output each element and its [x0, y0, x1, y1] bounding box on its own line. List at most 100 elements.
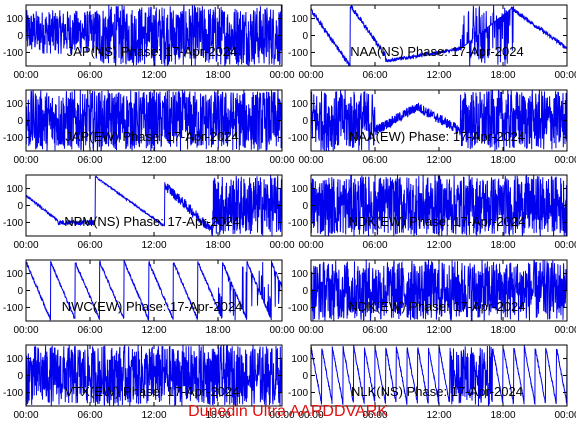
y-tick-label: -100 [288, 388, 308, 399]
phase-panel: 100 0 -100 00:00 06:00 12:00 18:00 00:00 JAP(EW)… [3, 89, 295, 166]
x-tick-label: 00:00 [269, 325, 294, 336]
phase-series-line [311, 175, 567, 236]
panel-title: VTX(EW) Phase: 17-Apr-2024 [65, 384, 240, 399]
y-tick-label: 100 [6, 14, 23, 25]
x-tick-label: 12:00 [141, 325, 166, 336]
y-tick-label: -100 [3, 133, 23, 144]
x-tick-label: 00:00 [13, 155, 38, 166]
x-tick-label: 12:00 [141, 240, 166, 251]
x-tick-label: 06:00 [77, 325, 102, 336]
x-tick-label: 00:00 [13, 325, 38, 336]
phase-series-line [311, 90, 567, 151]
x-tick-label: 06:00 [77, 410, 102, 421]
x-tick-label: 18:00 [490, 155, 515, 166]
y-tick-label: -100 [3, 388, 23, 399]
y-tick-label: 100 [6, 99, 23, 110]
x-tick-label: 18:00 [490, 410, 515, 421]
x-tick-label: 00:00 [269, 155, 294, 166]
x-tick-label: 00:00 [269, 70, 294, 81]
x-tick-label: 06:00 [362, 240, 387, 251]
panel-title: JAP(NS) Phase: 17-Apr-2024 [67, 44, 238, 59]
x-tick-label: 00:00 [298, 240, 323, 251]
y-tick-label: 100 [6, 354, 23, 365]
x-tick-label: 00:00 [298, 70, 323, 81]
x-tick-label: 06:00 [362, 70, 387, 81]
y-tick-label: 0 [17, 201, 23, 212]
panel-title: NAA(EW) Phase: 17-Apr-2024 [349, 129, 525, 144]
x-tick-label: 06:00 [77, 240, 102, 251]
x-tick-label: 12:00 [426, 410, 451, 421]
y-tick-label: 0 [302, 31, 308, 42]
x-tick-label: 18:00 [205, 70, 230, 81]
x-tick-label: 00:00 [554, 240, 576, 251]
phase-panel: 100 0 -100 00:00 06:00 12:00 18:00 00:00 NWC(EW)… [3, 259, 295, 336]
y-tick-label: 0 [17, 116, 23, 127]
panel-title: NPM(NS) Phase: 17-Apr-2024 [64, 214, 240, 229]
y-tick-label: -100 [288, 218, 308, 229]
panel-title: JAP(EW) Phase: 17-Apr-2024 [65, 129, 238, 144]
x-tick-label: 18:00 [205, 410, 230, 421]
x-tick-label: 06:00 [362, 155, 387, 166]
y-tick-label: 0 [17, 371, 23, 382]
y-tick-label: 0 [302, 286, 308, 297]
x-tick-label: 18:00 [205, 240, 230, 251]
phase-series-line [311, 5, 567, 66]
x-tick-label: 00:00 [13, 240, 38, 251]
phase-series-line [26, 345, 282, 406]
y-tick-label: 100 [6, 184, 23, 195]
phase-series-line [26, 260, 282, 321]
phase-panel: 100 0 -100 00:00 06:00 12:00 18:00 00:00 VTX(EW)… [3, 344, 295, 421]
y-tick-label: -100 [288, 133, 308, 144]
y-tick-label: 100 [291, 14, 308, 25]
x-tick-label: 00:00 [269, 410, 294, 421]
x-tick-label: 00:00 [298, 410, 323, 421]
x-tick-label: 00:00 [554, 410, 576, 421]
panel-title: NAA(NS) Phase: 17-Apr-2024 [350, 44, 523, 59]
y-tick-label: 0 [17, 286, 23, 297]
x-tick-label: 12:00 [426, 325, 451, 336]
x-tick-label: 00:00 [554, 70, 576, 81]
y-tick-label: -100 [288, 48, 308, 59]
panel-title: NWC(EW) Phase: 17-Apr-2024 [62, 299, 243, 314]
x-tick-label: 06:00 [362, 325, 387, 336]
x-tick-label: 18:00 [490, 325, 515, 336]
x-tick-label: 00:00 [298, 325, 323, 336]
x-tick-label: 12:00 [141, 155, 166, 166]
panel-title: NLK(NS) Phase: 17-Apr-2024 [351, 384, 523, 399]
phase-panel: 100 0 -100 00:00 06:00 12:00 18:00 00:00 NPM(NS)… [3, 174, 295, 251]
x-tick-label: 06:00 [77, 70, 102, 81]
x-tick-label: 00:00 [554, 155, 576, 166]
y-tick-label: -100 [3, 303, 23, 314]
x-tick-label: 12:00 [426, 240, 451, 251]
x-tick-label: 12:00 [141, 70, 166, 81]
x-tick-label: 18:00 [490, 240, 515, 251]
x-tick-label: 18:00 [205, 325, 230, 336]
x-tick-label: 18:00 [490, 70, 515, 81]
phase-panel: 100 0 -100 00:00 06:00 12:00 18:00 00:00 NAA(NS)… [288, 4, 576, 81]
x-tick-label: 12:00 [141, 410, 166, 421]
x-tick-label: 00:00 [13, 70, 38, 81]
x-tick-label: 18:00 [205, 155, 230, 166]
x-tick-label: 12:00 [426, 70, 451, 81]
phase-panel: 100 0 -100 00:00 06:00 12:00 18:00 00:00 NDK(EW)… [288, 259, 576, 336]
panel-title: NDK(EW) Phase: 17-Apr-2024 [348, 299, 525, 314]
phase-series-line [26, 175, 282, 236]
phase-panel: 100 0 -100 00:00 06:00 12:00 18:00 00:00 NLK(NS)… [288, 344, 576, 421]
y-tick-label: 0 [302, 201, 308, 212]
footer-label: Dunedin Ultra AARDDVARK [188, 403, 388, 420]
x-tick-label: 12:00 [426, 155, 451, 166]
x-tick-label: 06:00 [362, 410, 387, 421]
y-tick-label: 100 [291, 184, 308, 195]
y-tick-label: 100 [291, 99, 308, 110]
y-tick-label: -100 [288, 303, 308, 314]
y-tick-label: 0 [302, 116, 308, 127]
phase-panel: 100 0 -100 00:00 06:00 12:00 18:00 00:00 JAP(NS)… [3, 4, 295, 81]
panel-title: NDK(EW) Phase: 17-Apr-2024 [348, 214, 525, 229]
y-tick-label: -100 [3, 218, 23, 229]
y-tick-label: 100 [291, 354, 308, 365]
x-tick-label: 00:00 [554, 325, 576, 336]
x-tick-label: 00:00 [13, 410, 38, 421]
x-tick-label: 00:00 [269, 240, 294, 251]
phase-panel: 100 0 -100 00:00 06:00 12:00 18:00 00:00 NAA(EW)… [288, 89, 576, 166]
